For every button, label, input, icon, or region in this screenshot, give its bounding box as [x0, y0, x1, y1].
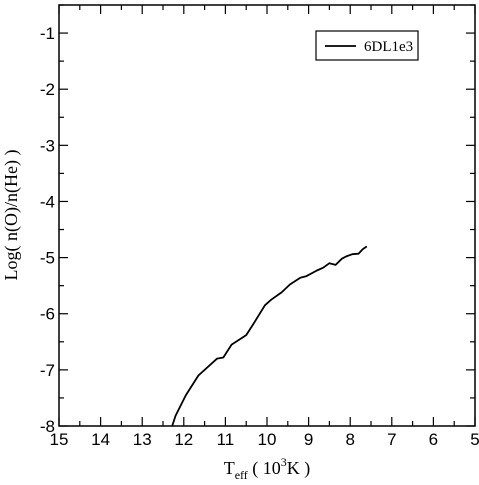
x-tick-label: 11 [217, 430, 235, 449]
y-tick-label: -3 [40, 136, 55, 155]
legend: 6DL1e3 [315, 30, 419, 61]
series-line [171, 245, 368, 427]
legend-label: 6DL1e3 [364, 39, 413, 55]
x-tick-label: 14 [91, 430, 110, 449]
x-axis-title-open: ( 10 [248, 458, 281, 479]
x-axis-title-sup: 3 [281, 455, 287, 469]
x-axis-title-sub: eff [235, 468, 248, 482]
y-tick-label: -8 [40, 417, 55, 436]
x-tick-label: 13 [133, 430, 152, 449]
x-tick-label: 12 [174, 430, 193, 449]
y-tick-label: -1 [40, 24, 55, 43]
y-tick-label: -5 [40, 249, 55, 268]
x-tick-label: 7 [387, 430, 396, 449]
x-axis-title: Teff ( 103K ) [224, 455, 311, 482]
x-axis-title-main: T [224, 458, 235, 478]
series-group [171, 245, 368, 427]
x-tick-label: 9 [304, 430, 313, 449]
x-tick-label: 8 [345, 430, 354, 449]
x-tick-label: 15 [50, 430, 69, 449]
plot-frame [58, 4, 476, 427]
y-tick-label: -4 [40, 192, 55, 211]
x-tick-label: 5 [470, 430, 479, 449]
tick-group: 15 14 13 12 11 10 9 8 7 6 5 -8 -7 -6 -5 -4 -3 -2 -1 [40, 4, 479, 449]
y-tick-label: -6 [40, 305, 55, 324]
x-tick-label: 10 [258, 430, 277, 449]
x-tick-label: 6 [429, 430, 438, 449]
x-axis-title-close: K ) [287, 458, 311, 479]
y-axis-title: Log( n(O)/n(He) ) [1, 150, 22, 281]
y-tick-label: -2 [40, 80, 55, 99]
y-tick-label: -7 [40, 361, 55, 380]
